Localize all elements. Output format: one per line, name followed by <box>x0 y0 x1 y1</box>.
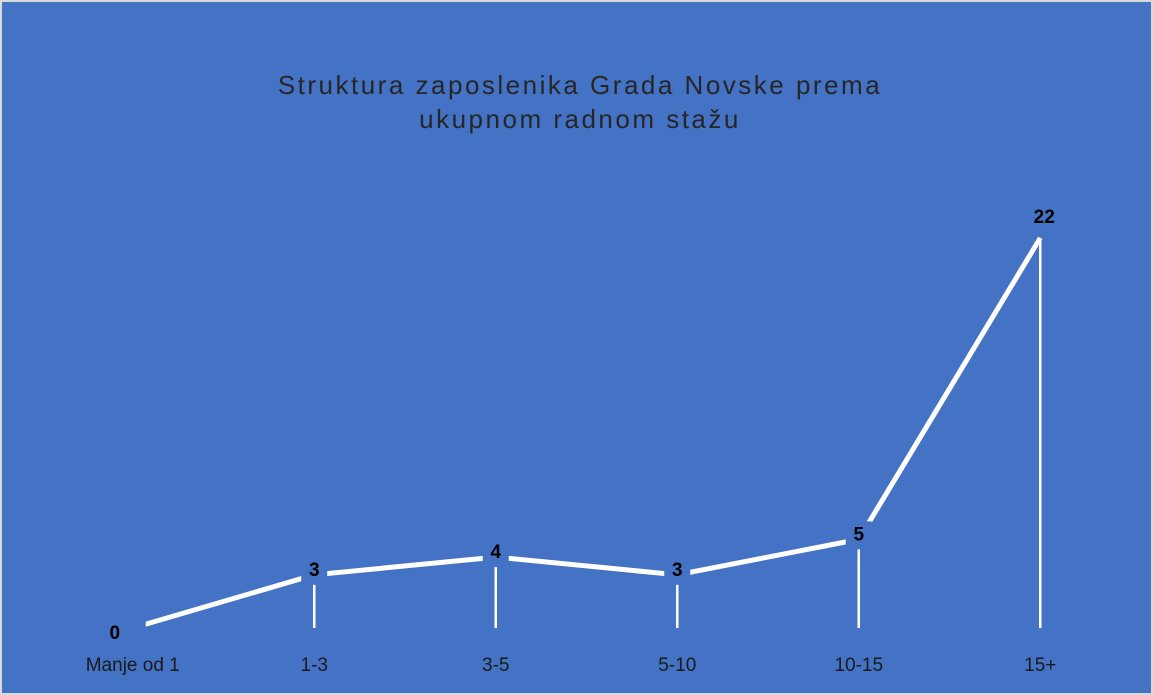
data-label: 0 <box>109 623 120 644</box>
data-label-background <box>482 539 509 568</box>
data-label-background <box>301 556 328 585</box>
data-label: 5 <box>853 524 864 545</box>
data-label: 3 <box>672 560 683 581</box>
data-label: 22 <box>1034 207 1055 228</box>
data-label-background <box>1025 204 1064 232</box>
data-label-background <box>664 556 691 585</box>
data-label-background <box>119 620 146 648</box>
x-tick-label: 1-3 <box>301 655 328 676</box>
chart-title: Struktura zaposlenika Grada Novske prema <box>278 70 882 100</box>
x-tick-label: 5-10 <box>658 655 696 676</box>
line <box>132 236 1043 631</box>
data-label: 3 <box>309 560 320 581</box>
data-label: 4 <box>490 542 501 563</box>
x-tick-label: 3-5 <box>482 655 509 676</box>
x-tick-label: 15+ <box>1024 655 1056 676</box>
x-tick-label: Manje od 1 <box>86 655 180 676</box>
data-label-background <box>845 521 872 550</box>
x-tick-label: 10-15 <box>834 655 883 676</box>
chart-title: ukupnom radnom stažu <box>419 104 741 134</box>
